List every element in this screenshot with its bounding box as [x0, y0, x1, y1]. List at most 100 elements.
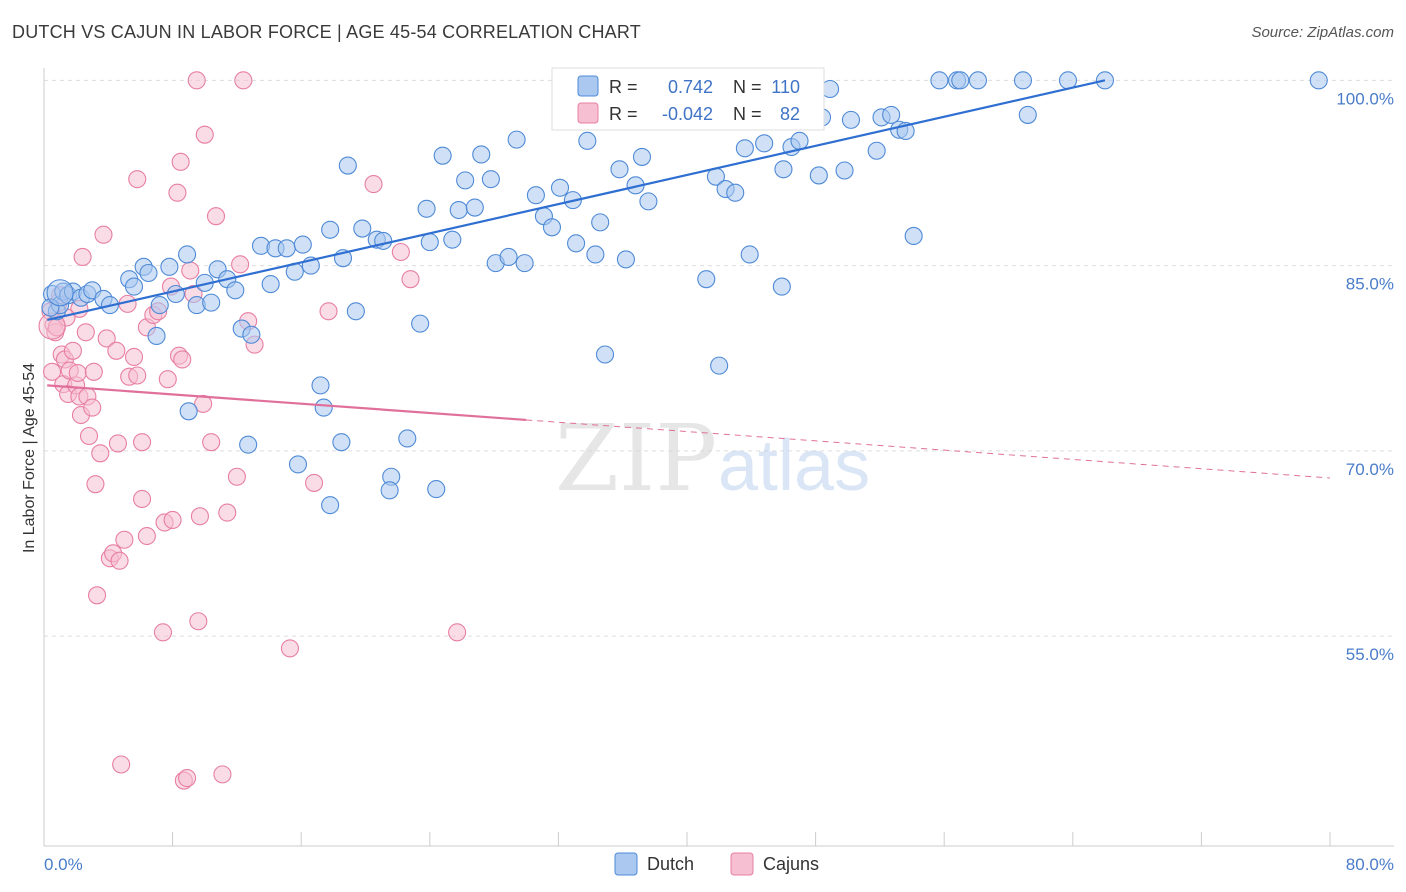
cajun-point	[153, 623, 173, 642]
cajun-point	[448, 623, 467, 642]
y-tick-label-55: 55.0%	[1346, 645, 1394, 664]
dutch-point	[882, 105, 901, 124]
dutch-point	[456, 171, 475, 190]
y-tick-label-100: 100.0%	[1336, 89, 1394, 108]
dutch-point	[433, 146, 452, 165]
dutch-point	[1018, 105, 1037, 124]
cajun-point	[195, 125, 214, 144]
dutch-point	[578, 131, 597, 150]
dutch-point	[772, 277, 791, 296]
dutch-point	[417, 199, 436, 218]
dutch-point	[567, 234, 586, 253]
dutch-point	[139, 263, 158, 283]
dutch-point	[353, 219, 372, 238]
cajun-series-swatch	[730, 852, 754, 876]
dutch-point	[499, 247, 518, 266]
dutch-point	[841, 110, 861, 129]
dutch-point	[332, 433, 351, 452]
cajun-point	[97, 329, 116, 348]
watermark-atlas: atlas	[718, 426, 870, 506]
x-tick-label-0: 0.0%	[44, 855, 83, 874]
x-tick-label-80: 80.0%	[1346, 855, 1394, 874]
dutch-point	[632, 147, 652, 166]
trend-lines	[46, 79, 1331, 479]
dutch-point	[904, 226, 923, 245]
dutch-point	[124, 277, 144, 296]
dutch-point	[610, 160, 629, 179]
dutch-point	[338, 156, 357, 175]
cajun-point	[171, 152, 190, 171]
y-tick-label-85: 85.0%	[1346, 275, 1394, 294]
dutch-n-label: N =	[733, 77, 762, 97]
dutch-point	[591, 213, 610, 232]
dutch-point	[835, 161, 854, 180]
dutch-point	[321, 220, 340, 239]
dutch-point	[472, 145, 491, 164]
dutch-point	[951, 71, 970, 90]
dutch-point	[346, 302, 365, 321]
dutch-point	[311, 376, 330, 395]
dutch-point	[147, 326, 166, 346]
cajun-point	[218, 503, 237, 522]
y-axis-label: In Labor Force | Age 45-54	[21, 363, 38, 553]
dutch-point	[1309, 71, 1328, 90]
dutch-point	[465, 198, 484, 217]
dutch-point	[586, 245, 605, 264]
dutch-point	[374, 231, 393, 250]
dutch-point	[420, 233, 439, 252]
cajun-r-label: R =	[609, 104, 638, 124]
cajun-point	[115, 530, 134, 549]
cajun-point	[133, 489, 152, 509]
dutch-point	[809, 166, 828, 185]
dutch-point	[595, 345, 615, 364]
dutch-point	[526, 186, 545, 205]
dutch-point	[314, 398, 333, 417]
dutch-point	[293, 235, 312, 254]
chart-title: DUTCH VS CAJUN IN LABOR FORCE | AGE 45-5…	[12, 22, 641, 42]
dutch-point	[202, 293, 221, 312]
cajun-point	[234, 71, 253, 90]
dutch-point	[867, 141, 886, 160]
dutch-point	[774, 160, 793, 179]
cajun-point	[128, 170, 147, 189]
dutch-point	[507, 130, 526, 149]
dutch-point	[735, 139, 754, 158]
dutch-point	[261, 275, 280, 294]
dutch-point	[239, 435, 258, 454]
cajun-point	[108, 434, 127, 453]
cajun-point	[364, 175, 383, 194]
cajun-point	[187, 71, 206, 90]
cajun-trend-line	[47, 384, 527, 422]
cajun-r-value: -0.042	[662, 104, 713, 124]
dutch-series-swatch	[614, 852, 638, 876]
dutch-series-label: Dutch	[647, 854, 694, 874]
cajun-point	[202, 433, 221, 452]
x-axis-ticks	[172, 832, 1331, 846]
dutch-point	[443, 230, 462, 249]
cajun-point	[84, 362, 103, 381]
dutch-point	[616, 250, 635, 269]
cajun-point	[73, 247, 92, 266]
dutch-point	[150, 296, 169, 315]
watermark-zip: ZIP	[555, 405, 717, 512]
cajun-n-value: 82	[780, 104, 800, 124]
cajun-point	[63, 341, 82, 360]
dutch-point	[481, 170, 500, 189]
cajun-point	[42, 362, 62, 381]
dutch-r-label: R =	[609, 77, 638, 97]
cajun-point	[163, 510, 182, 530]
dutch-point	[321, 496, 340, 515]
dutch-point	[968, 71, 988, 90]
dutch-point	[449, 200, 468, 220]
dutch-point	[288, 455, 308, 474]
cajun-trend-extension	[526, 419, 1331, 479]
cajun-point	[94, 225, 113, 244]
dutch-point	[639, 192, 658, 211]
cajun-series-label: Cajuns	[763, 854, 819, 874]
dutch-legend-swatch	[577, 75, 599, 97]
cajun-point	[391, 242, 410, 262]
cajun-point	[280, 639, 299, 658]
cajun-n-label: N =	[733, 104, 762, 124]
cajun-point	[133, 433, 152, 452]
